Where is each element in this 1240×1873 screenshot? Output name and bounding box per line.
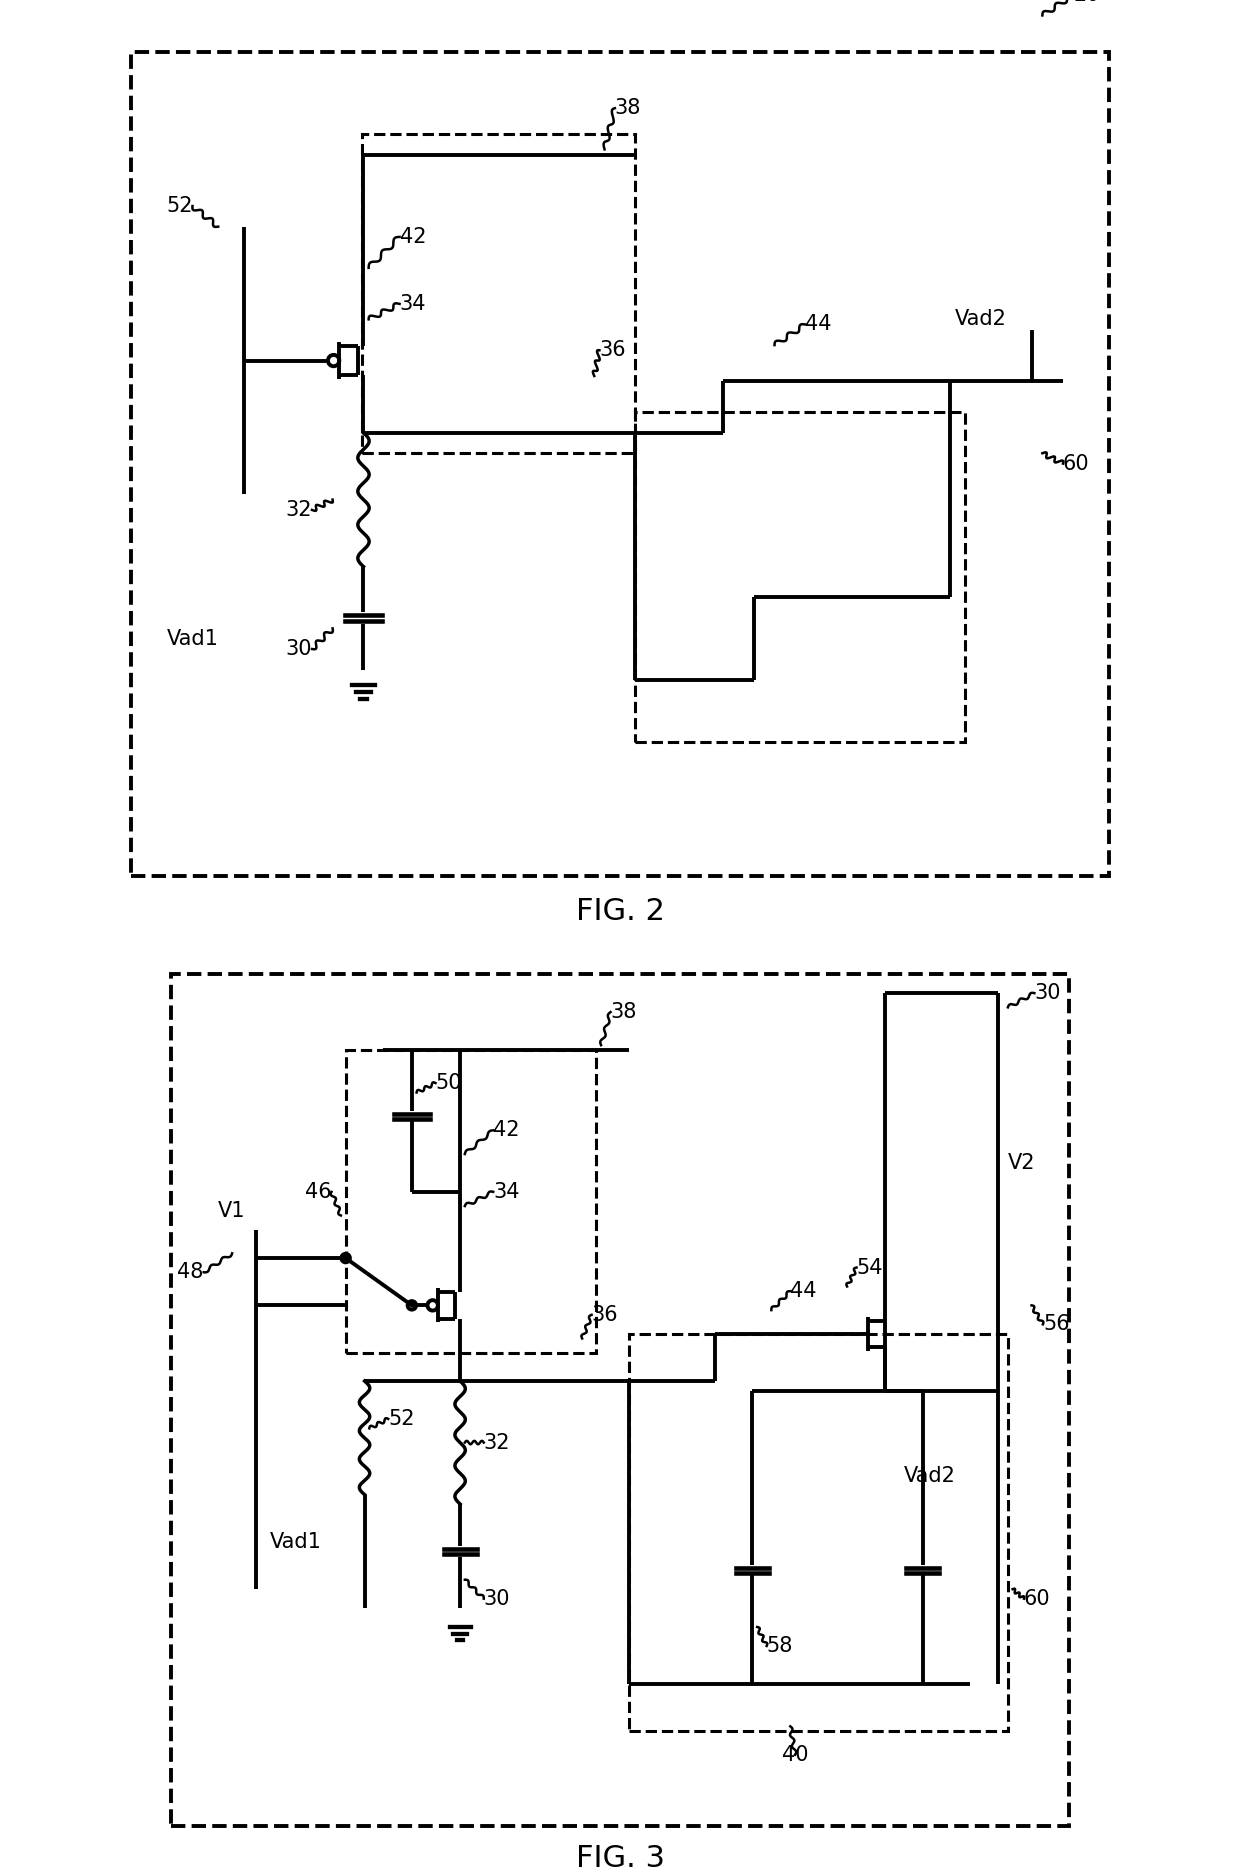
Text: Vad1: Vad1 <box>166 629 218 648</box>
Text: 38: 38 <box>610 1002 637 1023</box>
Text: 40: 40 <box>781 1746 808 1764</box>
Text: 56: 56 <box>1043 1315 1070 1334</box>
Circle shape <box>459 1380 461 1382</box>
Bar <box>130 52 1110 877</box>
Text: 30: 30 <box>484 1588 511 1609</box>
Text: Vad1: Vad1 <box>270 1532 322 1553</box>
Text: 32: 32 <box>285 500 312 521</box>
Text: 52: 52 <box>388 1408 414 1429</box>
Text: 50: 50 <box>435 1073 463 1094</box>
Text: Vad2: Vad2 <box>904 1467 956 1485</box>
Text: 60: 60 <box>1024 1588 1050 1609</box>
Text: 44: 44 <box>790 1281 817 1302</box>
Text: 58: 58 <box>766 1635 794 1656</box>
Text: 36: 36 <box>591 1305 619 1324</box>
Text: FIG. 3: FIG. 3 <box>575 1845 665 1873</box>
Text: 38: 38 <box>615 97 641 118</box>
Circle shape <box>362 431 365 435</box>
Text: V2: V2 <box>1008 1154 1035 1174</box>
Text: 54: 54 <box>857 1257 883 1277</box>
Text: 46: 46 <box>305 1182 331 1202</box>
Bar <box>630 1334 1008 1731</box>
Text: 34: 34 <box>399 294 427 315</box>
Text: 42: 42 <box>399 227 427 247</box>
Text: 36: 36 <box>599 341 626 360</box>
Bar <box>362 135 635 453</box>
Text: 42: 42 <box>494 1120 520 1141</box>
Text: 48: 48 <box>177 1262 203 1283</box>
Text: 30: 30 <box>1034 983 1061 1004</box>
Text: 32: 32 <box>484 1433 511 1453</box>
Text: 34: 34 <box>494 1182 520 1202</box>
Text: 52: 52 <box>166 197 192 215</box>
Text: 30: 30 <box>285 639 312 659</box>
Text: FIG. 2: FIG. 2 <box>575 897 665 925</box>
Bar <box>346 1051 596 1352</box>
Bar <box>635 412 965 742</box>
Text: 20: 20 <box>1074 0 1100 6</box>
Text: V1: V1 <box>218 1201 246 1221</box>
Text: Vad2: Vad2 <box>955 309 1007 330</box>
Text: 60: 60 <box>1063 453 1090 474</box>
Text: 44: 44 <box>806 315 832 335</box>
